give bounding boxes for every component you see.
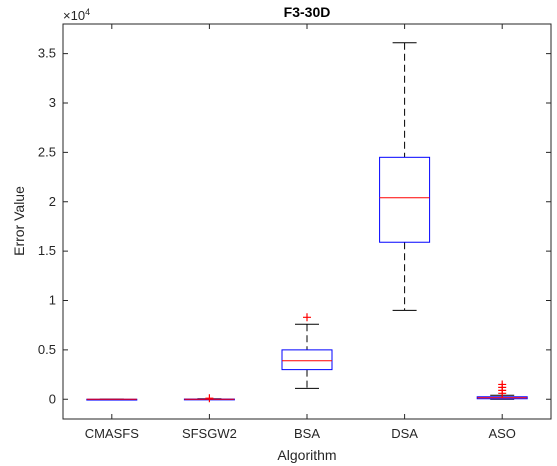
outlier-marker [303, 313, 311, 322]
box-dsa [379, 42, 431, 311]
x-axis-label: Algorithm [277, 447, 336, 463]
x-tick-label: CMASFS [85, 426, 140, 441]
y-exponent-power: 4 [85, 7, 90, 17]
boxes-layer [86, 42, 528, 403]
box-cmasfs [86, 398, 138, 401]
y-tick-label: 1 [49, 293, 56, 308]
y-axis-label: Error Value [11, 186, 27, 256]
x-tick-label: SFSGW2 [182, 426, 237, 441]
chart-title: F3-30D [284, 4, 331, 20]
box-sfsgw2 [183, 394, 235, 403]
iqr-box [281, 349, 333, 371]
y-tick-label: 3 [49, 95, 56, 110]
y-tick-label: 0.5 [38, 342, 56, 357]
x-tick-label: BSA [294, 426, 320, 441]
y-exponent-label: ×104 [63, 7, 90, 23]
y-tick-label: 0 [49, 391, 56, 406]
y-tick-label: 2 [49, 194, 56, 209]
y-exponent-base: ×10 [63, 8, 85, 23]
box-aso [476, 380, 528, 400]
outlier-marker [498, 380, 507, 389]
outlier-marker [205, 394, 214, 403]
x-tick-label: ASO [488, 426, 515, 441]
plot-area [62, 23, 552, 420]
x-tick-label: DSA [391, 426, 418, 441]
box-bsa [281, 313, 333, 389]
iqr-box [379, 156, 431, 243]
y-tick-label: 2.5 [38, 144, 56, 159]
y-tick-label: 1.5 [38, 243, 56, 258]
y-tick-label: 3.5 [38, 46, 56, 61]
tick-layer: 0 0.5 1 1.5 2 2.5 3 3.5 CMASFS SFSGW2 BSA DSA ASO [38, 24, 551, 441]
